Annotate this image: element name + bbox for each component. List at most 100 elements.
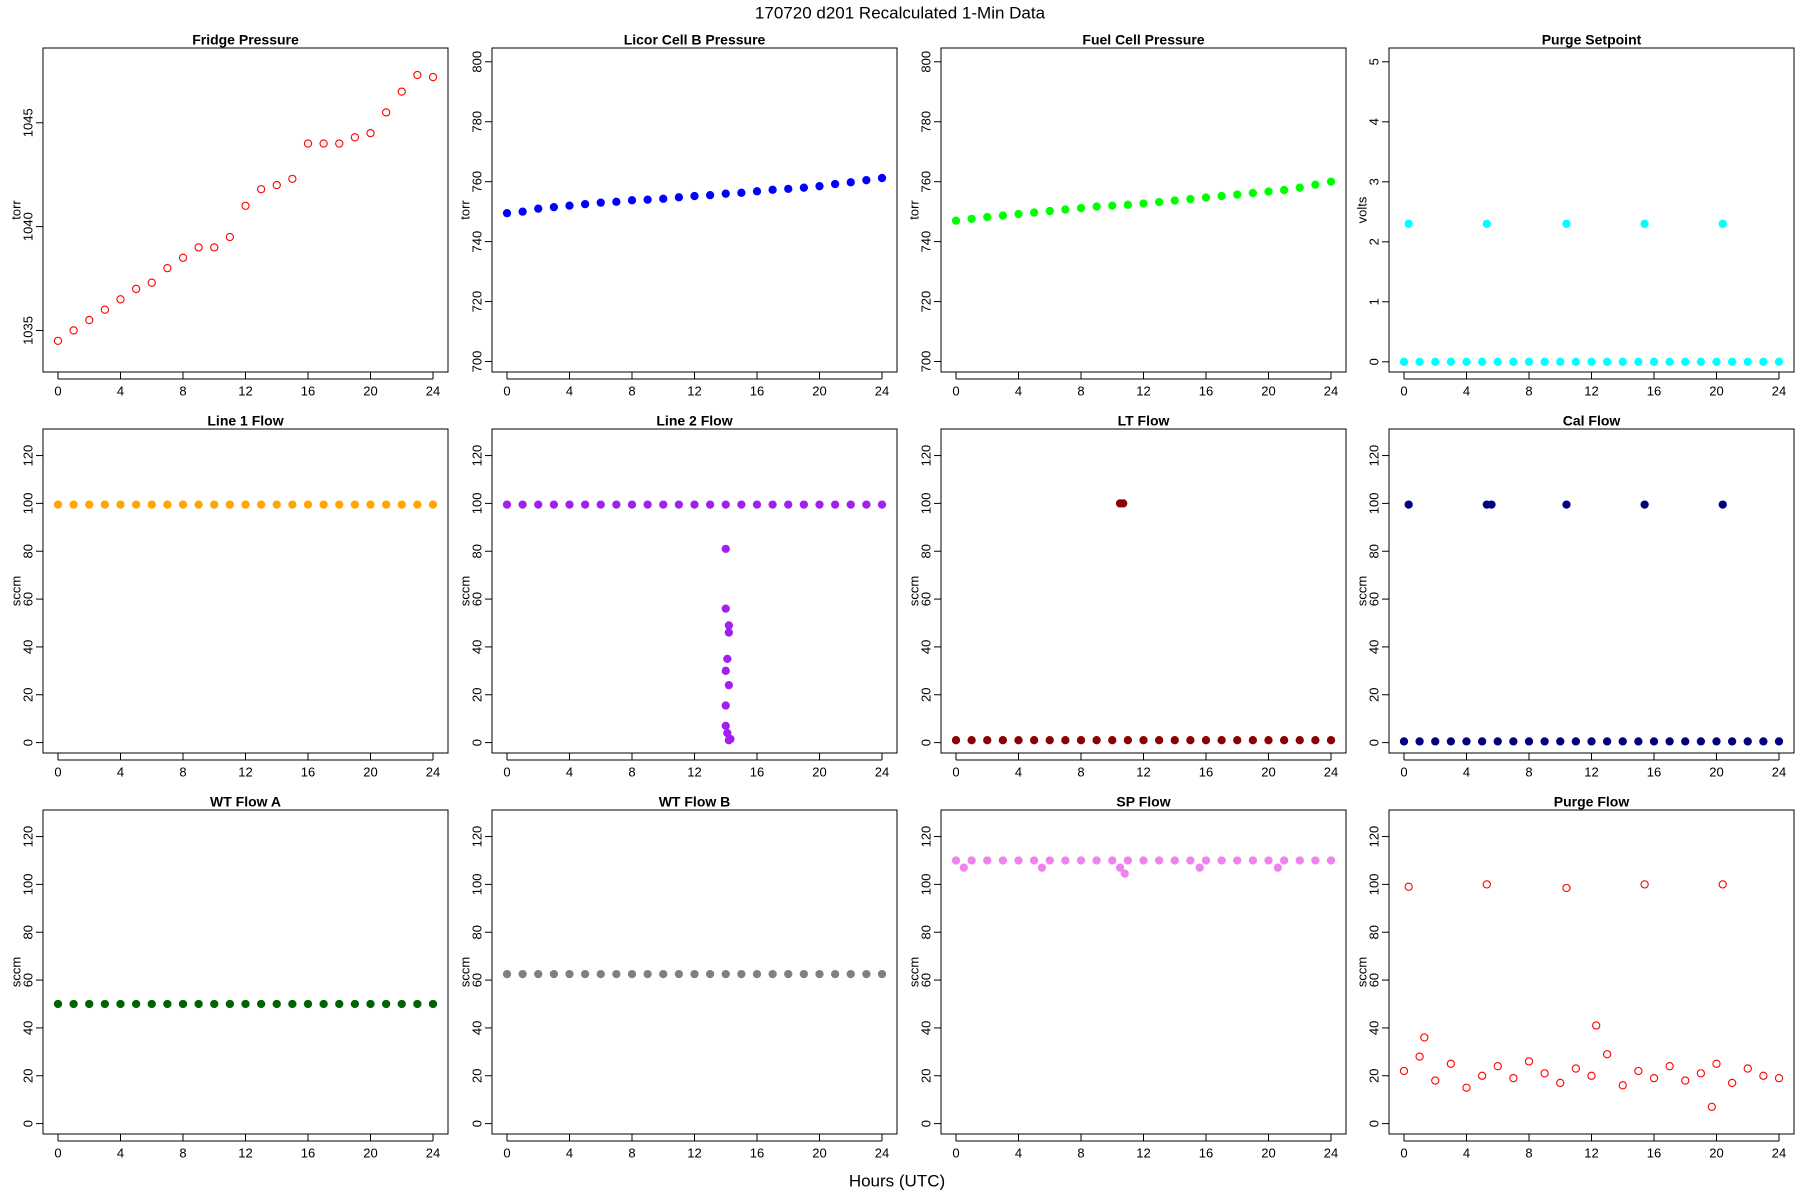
point [1076, 736, 1086, 745]
y-tick-label: 60 [918, 973, 933, 987]
y-tick-label: 60 [469, 973, 484, 987]
x-tick-label: 8 [628, 383, 635, 398]
point [1264, 187, 1273, 196]
point [549, 969, 559, 979]
x-tick-label: 4 [117, 764, 124, 779]
x-tick-label: 24 [1772, 1145, 1786, 1160]
point [1154, 736, 1164, 745]
plot-frame [940, 428, 1347, 754]
x-tick-label: 12 [1584, 764, 1598, 779]
point [1311, 736, 1320, 745]
x-tick-label: 16 [1647, 764, 1661, 779]
y-tick-label: 20 [1366, 1069, 1381, 1083]
point [288, 999, 297, 1009]
point [1587, 357, 1596, 366]
point [288, 174, 297, 183]
y-tick-label: 80 [918, 544, 933, 558]
point [194, 999, 203, 1009]
point [627, 969, 637, 979]
x-tick-label: 12 [238, 383, 252, 398]
point [1186, 736, 1195, 745]
point [721, 604, 730, 613]
point [428, 500, 438, 509]
y-tick-label: 80 [469, 925, 484, 939]
x-tick-label: 20 [1261, 383, 1275, 398]
point [1618, 737, 1627, 746]
x-tick-label: 24 [426, 383, 440, 398]
point [1326, 177, 1336, 186]
point [272, 180, 281, 190]
point [1279, 856, 1289, 865]
point [1092, 736, 1101, 745]
point [319, 500, 328, 509]
point [210, 999, 219, 1009]
point [1696, 1069, 1706, 1078]
y-tick-label: 40 [469, 640, 484, 654]
x-tick-label: 8 [1525, 1145, 1532, 1160]
page-title: 170720 d201 Recalculated 1-Min Data [755, 3, 1046, 22]
y-tick-label: 800 [918, 51, 933, 73]
point [1571, 737, 1581, 746]
point [784, 184, 793, 194]
x-tick-label: 20 [1261, 1145, 1275, 1160]
point [1404, 500, 1413, 509]
point [1399, 1066, 1409, 1076]
y-tick-label: 80 [918, 925, 933, 939]
point [612, 500, 621, 509]
y-tick-label: 1035 [20, 316, 35, 345]
point [674, 500, 684, 509]
point [1108, 856, 1117, 865]
plot-frame [1388, 47, 1795, 373]
point [147, 500, 156, 509]
point [210, 243, 219, 252]
y-axis-label: sccm [906, 957, 921, 987]
point [1743, 737, 1752, 746]
y-tick-label: 740 [918, 231, 933, 253]
point [194, 243, 203, 252]
point [846, 500, 855, 509]
y-tick-label: 80 [1366, 544, 1381, 558]
y-axis-label: torr [906, 200, 921, 220]
x-tick-label: 8 [179, 1145, 186, 1160]
point [256, 999, 266, 1009]
point [1014, 736, 1023, 745]
point [1727, 357, 1737, 366]
point [580, 969, 590, 979]
y-axis-label: torr [457, 200, 472, 220]
x-tick-label: 12 [1584, 1145, 1598, 1160]
point [518, 500, 527, 509]
point [1170, 856, 1179, 865]
y-tick-label: 740 [469, 231, 484, 253]
y-tick-label: 0 [918, 739, 933, 746]
point [549, 500, 559, 509]
point [1123, 200, 1133, 209]
x-tick-label: 24 [1324, 383, 1338, 398]
x-tick-label: 8 [1077, 383, 1084, 398]
point [534, 969, 543, 979]
point [1186, 194, 1195, 204]
point [799, 183, 809, 192]
point [998, 856, 1008, 865]
point [1712, 1059, 1721, 1068]
point [596, 969, 605, 979]
point [951, 216, 961, 225]
point [131, 500, 141, 509]
y-tick-label: 780 [918, 111, 933, 133]
point [1217, 736, 1226, 745]
x-tick-label: 24 [1772, 764, 1786, 779]
y-tick-label: 100 [20, 874, 35, 896]
point [1139, 736, 1148, 745]
y-tick-label: 0 [20, 739, 35, 746]
x-tick-label: 16 [301, 764, 315, 779]
point [1462, 357, 1471, 366]
point [959, 863, 968, 872]
point [737, 969, 746, 979]
point [724, 621, 734, 630]
point [1759, 1071, 1768, 1080]
point [690, 969, 699, 979]
x-tick-label: 0 [1400, 764, 1407, 779]
point [1195, 863, 1204, 872]
point [1571, 357, 1581, 366]
point [319, 139, 328, 148]
y-tick-label: 120 [469, 826, 484, 848]
